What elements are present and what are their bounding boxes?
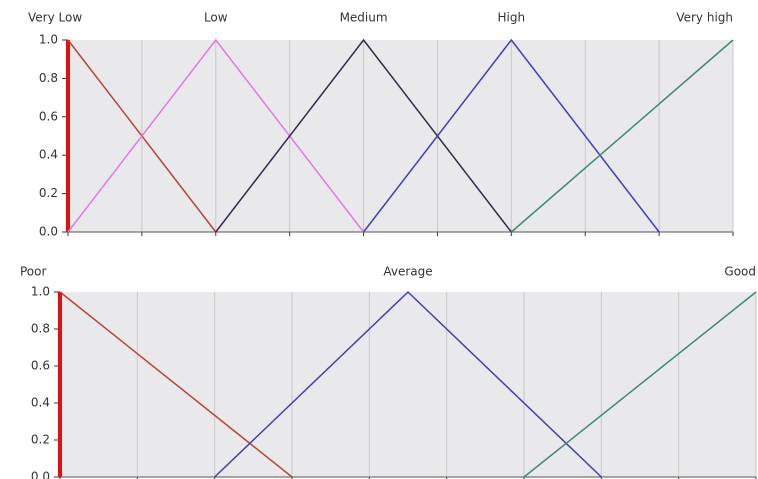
- membership-line: [523, 291, 757, 478]
- y-tick-label: 1.0: [39, 33, 58, 47]
- series-label: Very Low: [28, 11, 82, 25]
- series-label: Good: [724, 265, 756, 279]
- series-label: Medium: [340, 11, 388, 25]
- y-tick-label: 0.2: [39, 186, 58, 200]
- series-label: Very high: [676, 11, 733, 25]
- membership-line: [362, 38, 660, 233]
- series-label: Poor: [20, 265, 46, 279]
- y-tick-label: 1.0: [31, 285, 50, 299]
- membership-line: [215, 38, 512, 233]
- y-tick-label: 0.6: [39, 109, 58, 123]
- membership-line: [214, 290, 602, 478]
- y-tick-label: 0.4: [31, 396, 50, 410]
- membership-line: [67, 38, 365, 233]
- series-label: Low: [204, 11, 228, 25]
- y-tick-label: 0.2: [31, 433, 50, 447]
- series-label: High: [498, 11, 526, 25]
- series-label: Average: [383, 265, 432, 279]
- y-tick-label: 0.0: [31, 470, 50, 479]
- y-tick-label: 0.8: [39, 71, 58, 85]
- y-tick-label: 0.0: [39, 225, 58, 239]
- y-tick-label: 0.6: [31, 359, 50, 373]
- plot-area: [68, 40, 733, 232]
- membership-line: [510, 39, 734, 233]
- y-tick-label: 0.4: [39, 148, 58, 162]
- membership-line: [59, 291, 293, 478]
- plot-area: [60, 292, 756, 477]
- y-tick-label: 0.8: [31, 322, 50, 336]
